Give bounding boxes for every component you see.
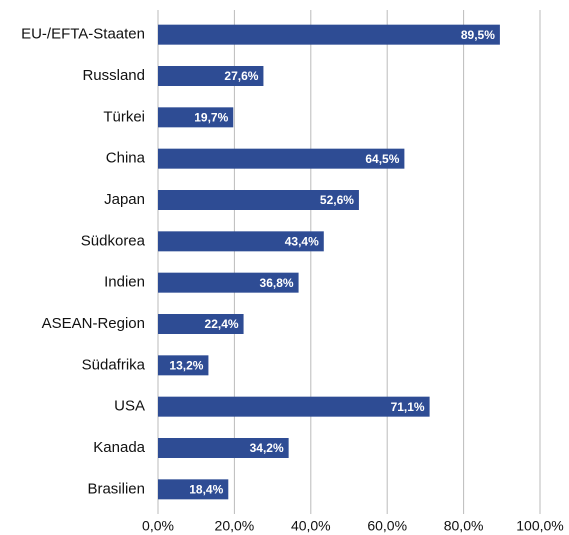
y-tick-label: Südafrika: [82, 356, 146, 373]
y-tick-label: EU-/EFTA-Staaten: [21, 26, 145, 43]
data-label: 18,4%: [189, 483, 223, 497]
x-tick-label: 60,0%: [367, 518, 407, 534]
data-label: 89,5%: [461, 28, 495, 42]
x-tick-label: 0,0%: [142, 518, 174, 534]
bar: [158, 148, 405, 169]
bar: [158, 24, 500, 45]
bar: [158, 190, 359, 210]
data-label: 36,8%: [260, 276, 294, 290]
y-tick-label: China: [106, 150, 146, 167]
data-label: 22,4%: [205, 317, 239, 331]
data-label: 64,5%: [365, 152, 399, 166]
y-tick-label: USA: [114, 398, 145, 415]
data-label: 13,2%: [169, 359, 203, 373]
bar: [158, 438, 289, 458]
bar: [158, 314, 244, 334]
y-tick-label: Südkorea: [81, 232, 146, 249]
y-tick-label: Japan: [104, 191, 145, 208]
bar: [158, 231, 324, 252]
data-label: 34,2%: [250, 441, 284, 455]
data-label: 27,6%: [224, 69, 258, 83]
x-tick-label: 100,0%: [516, 518, 563, 534]
bar: [158, 479, 229, 500]
y-tick-label: Kanada: [93, 439, 145, 456]
data-label: 71,1%: [391, 400, 425, 414]
data-label: 52,6%: [320, 193, 354, 207]
bar: [158, 272, 299, 293]
y-tick-label: Türkei: [103, 108, 145, 125]
bar: [158, 396, 430, 417]
bar: [158, 107, 234, 128]
y-tick-label: Brasilien: [87, 480, 145, 497]
x-tick-label: 40,0%: [291, 518, 331, 534]
x-tick-label: 80,0%: [444, 518, 484, 534]
y-tick-label: ASEAN-Region: [42, 315, 145, 332]
bar: [158, 355, 209, 376]
x-tick-label: 20,0%: [215, 518, 255, 534]
y-tick-label: Russland: [82, 67, 145, 84]
data-label: 19,7%: [194, 111, 228, 125]
bar: [158, 66, 264, 86]
y-tick-label: Indien: [104, 274, 145, 291]
data-label: 43,4%: [285, 235, 319, 249]
